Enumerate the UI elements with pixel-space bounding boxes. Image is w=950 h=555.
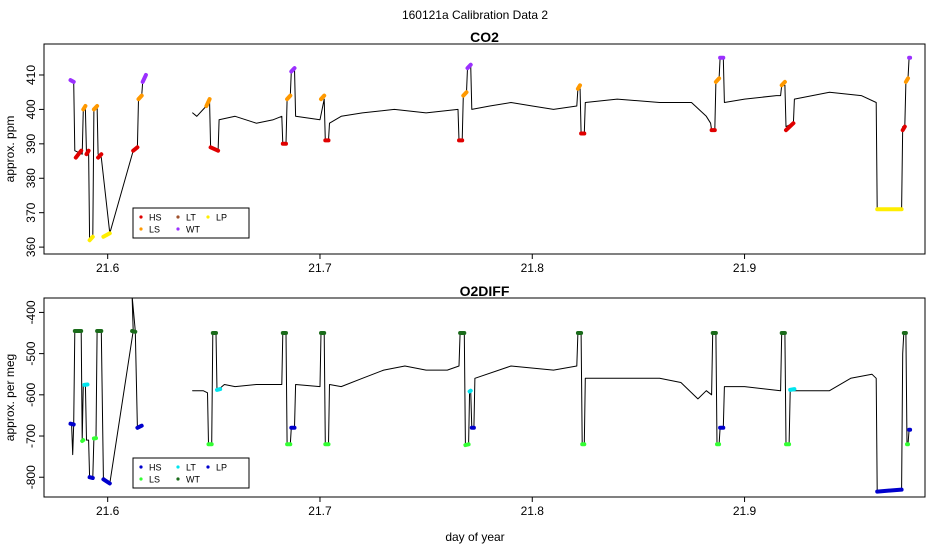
o2-series-hs xyxy=(137,426,141,428)
co2-chart-panel: CO2 approx. ppm 360 370 380 390 400 410 21.6 21.7… xyxy=(3,29,925,275)
co2-legend-label-hs: HS xyxy=(149,213,162,223)
co2-series-trace xyxy=(193,58,911,209)
co2-series-wt xyxy=(291,68,294,71)
o2-legend-marker-ls xyxy=(139,477,142,480)
co2-y-tick-label: 390 xyxy=(24,134,38,154)
co2-y-tick-label: 370 xyxy=(24,202,38,222)
x-axis-label: day of year xyxy=(445,530,504,544)
co2-legend-label-lp: LP xyxy=(216,213,227,223)
o2-series-trace xyxy=(193,333,911,492)
co2-series-hs xyxy=(786,123,793,130)
o2-x-tick-label: 21.6 xyxy=(96,504,120,518)
o2-series-lp xyxy=(877,490,901,492)
o2-legend-label-lp: LP xyxy=(216,463,227,473)
co2-y-tick-label: 380 xyxy=(24,168,38,188)
co2-legend-label-lt: LT xyxy=(186,213,196,223)
o2-y-tick-label: -700 xyxy=(24,424,38,448)
co2-series-ls xyxy=(782,82,785,85)
o2-y-tick-label: -800 xyxy=(24,465,38,489)
o2-y-tick-label: -500 xyxy=(24,341,38,365)
o2diff-chart-panel: O2DIFF approx. per meg -800 -700 -600 -500 -40… xyxy=(3,283,925,518)
co2-legend-marker-lp xyxy=(206,215,209,218)
o2-series-lt xyxy=(790,389,794,390)
co2-series-hs xyxy=(133,147,137,150)
co2-x-tick-label: 21.6 xyxy=(96,261,120,275)
o2-legend-label-wt: WT xyxy=(186,475,200,485)
co2-series-ls xyxy=(906,78,908,82)
co2-x-tick-label: 21.7 xyxy=(308,261,332,275)
co2-legend: HS LT LP LS WT xyxy=(133,208,249,238)
o2-series-ls xyxy=(465,444,468,445)
co2-legend-label-ls: LS xyxy=(149,225,160,235)
co2-series-wt xyxy=(71,80,74,82)
co2-series-hs xyxy=(87,151,89,155)
o2-y-axis-label: approx. per meg xyxy=(3,354,17,441)
o2-series-hs xyxy=(71,424,74,425)
co2-chart-title: CO2 xyxy=(470,29,499,45)
co2-series-lp xyxy=(103,233,109,237)
co2-y-axis-label: approx. ppm xyxy=(3,116,17,183)
co2-series-ls xyxy=(83,106,85,109)
co2-y-tick-label: 410 xyxy=(24,65,38,85)
figure-title: 160121a Calibration Data 2 xyxy=(402,8,548,22)
co2-series-lp xyxy=(90,237,93,240)
co2-series-ls xyxy=(578,85,580,89)
co2-x-tick-label: 21.9 xyxy=(733,261,757,275)
co2-series-ls xyxy=(287,96,290,100)
o2-series-wt xyxy=(132,331,135,332)
o2-x-tick-label: 21.8 xyxy=(521,504,545,518)
co2-series-hs xyxy=(98,154,101,157)
co2-x-tick-label: 21.8 xyxy=(521,261,545,275)
co2-series-ls xyxy=(206,99,209,106)
co2-legend-marker-ls xyxy=(139,227,142,230)
o2-legend-label-ls: LS xyxy=(149,475,160,485)
o2-series-lt xyxy=(470,391,471,392)
co2-series-wt xyxy=(143,75,146,82)
o2-legend-marker-hs xyxy=(139,465,142,468)
co2-series-wt xyxy=(468,65,471,68)
o2-y-tick-label: -400 xyxy=(24,300,38,324)
co2-series-ls xyxy=(716,78,719,82)
co2-series-ls xyxy=(94,106,97,109)
o2-legend-marker-lt xyxy=(176,465,179,468)
o2-series-lt xyxy=(217,389,220,390)
o2-series-trace xyxy=(72,296,142,484)
o2-x-tick-label: 21.9 xyxy=(733,504,757,518)
o2-series-lp xyxy=(103,479,109,483)
o2-legend-marker-lp xyxy=(206,465,209,468)
co2-legend-marker-wt xyxy=(176,227,179,230)
co2-legend-marker-hs xyxy=(139,215,142,218)
co2-series-ls xyxy=(139,96,142,100)
o2-y-tick-label: -600 xyxy=(24,382,38,406)
co2-y-tick-label: 360 xyxy=(24,237,38,257)
co2-legend-marker-lt xyxy=(176,215,179,218)
co2-series-hs xyxy=(211,147,219,150)
co2-legend-label-wt: WT xyxy=(186,225,200,235)
co2-series-hs xyxy=(903,127,905,131)
o2-series-lp xyxy=(90,477,93,478)
co2-series-ls xyxy=(321,96,324,100)
o2-x-tick-label: 21.7 xyxy=(308,504,332,518)
o2-legend-marker-wt xyxy=(176,477,179,480)
o2-series-ls xyxy=(82,440,83,441)
o2-chart-title: O2DIFF xyxy=(460,283,510,299)
o2-legend-label-lt: LT xyxy=(186,463,196,473)
o2-legend-label-hs: HS xyxy=(149,463,162,473)
co2-series-ls xyxy=(463,92,466,95)
co2-y-tick-label: 400 xyxy=(24,99,38,119)
o2-legend: HS LT LP LS WT xyxy=(133,458,249,488)
